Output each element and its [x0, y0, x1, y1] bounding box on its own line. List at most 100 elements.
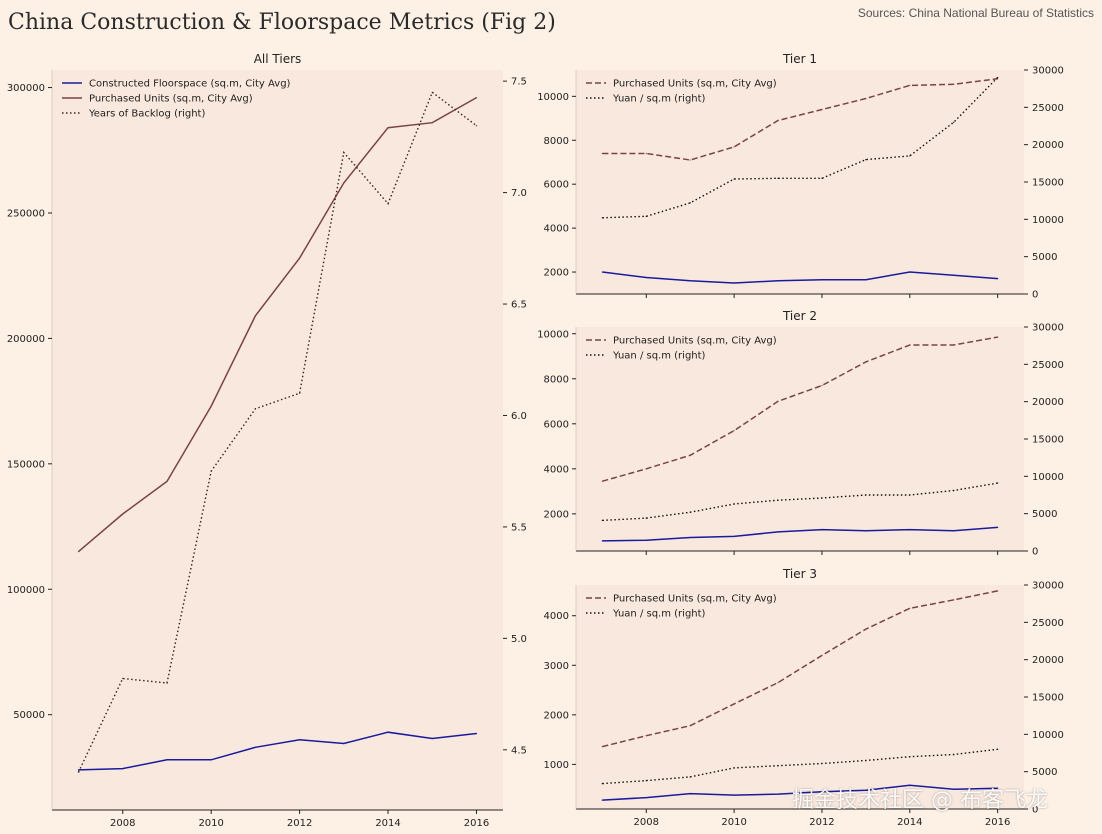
tier1-series-2-point: [997, 76, 999, 79]
tier3-x-tick-label: 2008: [634, 817, 659, 828]
tier1-series-2-point: [909, 155, 911, 157]
tier1-series-0-point: [689, 159, 691, 161]
all-series-0-point: [254, 746, 256, 748]
tier3-series-2-point: [953, 753, 955, 756]
tier3-series-1-line: [602, 784, 998, 801]
tier2-series-1-point: [909, 529, 911, 531]
tier2-series-0-point: [645, 468, 647, 470]
tier2-series-0-point: [953, 344, 955, 346]
all-series-1-point: [343, 182, 345, 184]
all-series-1-point: [299, 257, 301, 259]
tier2-y-tick-label: 2000: [544, 509, 569, 520]
tier2-plot-area: [576, 327, 1024, 551]
tier1-series-2-point: [689, 202, 691, 204]
tier1-series-1-point: [689, 280, 691, 282]
tier2-y-tick-label: 8000: [544, 374, 569, 385]
tier1-series-1-line: [602, 271, 998, 284]
tier3-y-right-tick-label: 15000: [1032, 693, 1064, 704]
tier1-y-right-tick-label: 0: [1032, 290, 1038, 301]
tier1-y-tick-label: 2000: [544, 268, 569, 279]
tier3-series-1-point: [865, 789, 867, 791]
all-series-2-point: [431, 91, 433, 93]
tier3-y-tick-label: 3000: [544, 661, 569, 672]
tier2-y-tick-label: 10000: [537, 329, 569, 340]
tier1-series-2-point: [733, 178, 735, 180]
tier1-series-1-point: [777, 280, 779, 282]
tier3-y-right-tick-label: 20000: [1032, 655, 1064, 666]
tier3-series-0-point: [865, 628, 867, 630]
tier1-series-1-point: [997, 278, 999, 280]
all-series-0-point: [210, 759, 212, 761]
all-x-tick-label: 2008: [110, 818, 135, 829]
tier1-series-1-point: [821, 279, 823, 281]
all-series-2-point: [387, 203, 389, 205]
tier2-series-0-point: [733, 429, 735, 432]
all-series-2-point: [166, 682, 168, 684]
all-legend-label: Purchased Units (sq.m, City Avg): [89, 94, 253, 105]
tier3-series-0-point: [601, 745, 603, 748]
tier2-series-1-point: [645, 539, 647, 541]
tier3-plot-area: [576, 585, 1024, 809]
tier1-series-0-point: [865, 97, 867, 100]
all-y-right-tick-label: 6.5: [511, 300, 527, 311]
tier2-series-1-line: [602, 526, 998, 542]
tier3-series-2-point: [689, 776, 691, 778]
watermark: 掘金技术社区 @ 布客飞龙: [792, 788, 1048, 813]
tier1-y-right-tick-label: 5000: [1032, 252, 1057, 263]
tier3-series-2-point: [601, 783, 603, 785]
all-series-1-point: [166, 480, 168, 482]
tier3-y-tick-label: 1000: [544, 760, 569, 771]
tier1-legend-label: Yuan / sq.m (right): [612, 94, 706, 105]
tier1-y-tick-label: 10000: [537, 92, 569, 103]
all-y-tick-label: 50000: [13, 710, 45, 721]
tier3-series-0-point: [733, 703, 735, 705]
tier2-series-1-point: [865, 530, 867, 532]
all-series-0-point: [343, 742, 345, 745]
tier2-series-2-point: [777, 499, 779, 501]
tier3-series-1-point: [733, 794, 735, 796]
tier3-legend-label: Purchased Units (sq.m, City Avg): [613, 594, 777, 605]
tier2-series-1-point: [777, 531, 779, 533]
all-legend-label: Constructed Floorspace (sq.m, City Avg): [89, 79, 291, 90]
tier2-series-0-point: [997, 336, 999, 338]
tier1-y-right-tick-label: 10000: [1032, 215, 1064, 226]
tier3-y-right-tick-label: 25000: [1032, 618, 1064, 629]
tier1-series-2-point: [777, 177, 779, 179]
tier2-series-0-line: [602, 336, 998, 482]
tier2-series-2-point: [645, 517, 647, 519]
tier1-y-tick-label: 8000: [544, 136, 569, 147]
tier2-series-2-point: [689, 511, 691, 513]
tier2-series-2-point: [733, 503, 735, 505]
tier1-legend-label: Purchased Units (sq.m, City Avg): [613, 79, 777, 90]
source-note: Sources: China National Bureau of Statis…: [857, 6, 1094, 20]
all-y-right-tick-label: 5.0: [511, 634, 527, 645]
all-series-1-point: [387, 127, 389, 129]
all-series-0-line: [78, 731, 477, 771]
tier2-series-1-point: [689, 536, 691, 539]
tier3-x-tick-label: 2010: [721, 817, 746, 828]
tier1-title: Tier 1: [782, 52, 817, 66]
all-y-tick-label: 150000: [7, 459, 45, 470]
tier3-y-right-tick-label: 30000: [1032, 581, 1064, 592]
all-x-tick-label: 2014: [375, 818, 400, 829]
all-y-right-tick-label: 7.5: [511, 77, 527, 88]
all-series-0-point: [122, 768, 124, 770]
all-series-0-point: [387, 731, 389, 733]
tier3-x-tick-label: 2012: [809, 817, 834, 828]
all-plot-area: [52, 70, 503, 810]
all-series-0-point: [475, 732, 478, 735]
tier3-legend-label: Yuan / sq.m (right): [612, 609, 706, 620]
all-series-1-point: [210, 405, 212, 407]
tier1-y-right-tick-label: 15000: [1032, 178, 1064, 189]
tier2-title: Tier 2: [782, 309, 817, 323]
tier1-series-2-point: [821, 177, 823, 179]
tier3-y-right-tick-label: 5000: [1032, 767, 1057, 778]
tier1-series-1-point: [601, 271, 603, 273]
tier1-y-tick-label: 4000: [544, 224, 569, 235]
tier2-series-0-point: [821, 384, 823, 387]
tier3-series-1-point: [601, 799, 603, 801]
tier1-series-1-point: [733, 282, 735, 284]
all-y-right-tick-label: 4.5: [511, 745, 527, 756]
all-y-right-tick-label: 7.0: [511, 188, 527, 199]
all-series-2-point: [77, 771, 80, 773]
